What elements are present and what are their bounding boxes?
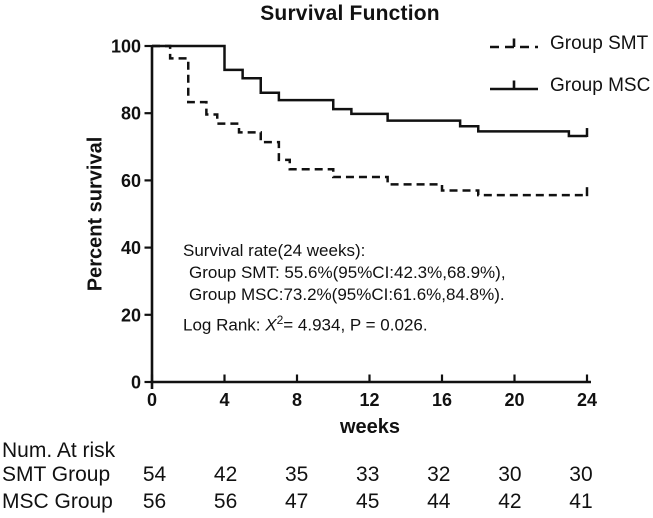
at-risk-value-msc-week0: 56 — [142, 490, 167, 513]
annotation-msc-rate: Group MSC:73.2%(95%CI:61.6%,84.8%). — [189, 285, 505, 304]
legend-item-smt: Group SMT — [489, 33, 650, 55]
at-risk-value-smt-week12: 33 — [356, 463, 380, 486]
y-tick-label: 20 — [121, 305, 141, 325]
at-risk-value-msc-week12: 45 — [356, 490, 380, 513]
at-risk-value-smt-week8: 35 — [284, 463, 309, 486]
at-risk-value-msc-week8: 47 — [284, 490, 309, 513]
logrank-rest: = 4.934, P = 0.026. — [283, 315, 428, 335]
curve-group-smt — [152, 44, 587, 197]
at-risk-header: Num. At risk — [2, 439, 116, 462]
annotation-survival-rate-title: Survival rate(24 weeks): — [183, 241, 366, 260]
at-risk-value-msc-week4: 56 — [213, 490, 238, 513]
legend-label-msc: Group MSC — [550, 75, 651, 96]
legend-item-msc: Group MSC — [489, 75, 650, 97]
annotation-logrank: Log Rank: X2= 4.934, P = 0.026. — [183, 309, 506, 337]
at-risk-value-msc-week20: 42 — [498, 490, 522, 513]
logrank-stat-exponent: 2 — [276, 313, 284, 327]
x-axis-label: weeks — [339, 416, 401, 438]
y-tick-label: 0 — [131, 373, 141, 393]
y-tick-label: 100 — [111, 37, 141, 57]
at-risk-row-label-smt: SMT Group — [2, 463, 111, 486]
y-tick-label: 60 — [121, 171, 141, 191]
x-tick-label: 0 — [147, 390, 157, 410]
at-risk-value-msc-week16: 44 — [427, 490, 451, 513]
annotation-smt-rate: Group SMT: 55.6%(95%CI:42.3%,68.9%), — [189, 263, 506, 282]
at-risk-value-smt-week0: 54 — [142, 463, 167, 486]
x-tick-label: 12 — [359, 390, 379, 410]
y-tick-label: 80 — [121, 104, 141, 124]
solid-line-symbol — [490, 80, 538, 91]
x-tick-label: 8 — [292, 390, 302, 410]
x-tick-label: 4 — [219, 390, 229, 410]
at-risk-value-smt-week20: 30 — [498, 463, 522, 486]
x-tick-label: 16 — [432, 390, 452, 410]
x-tick-label: 20 — [504, 390, 524, 410]
logrank-stat-symbol: X — [265, 315, 277, 335]
chart-title: Survival Function — [260, 2, 440, 25]
at-risk-value-smt-week4: 42 — [213, 463, 238, 486]
stats-annotation: Survival rate(24 weeks): Group SMT: 55.6… — [183, 240, 506, 337]
at-risk-value-msc-week24: 41 — [569, 490, 593, 513]
dashed-line-symbol — [490, 38, 538, 49]
y-tick-label: 40 — [121, 238, 141, 258]
legend-label-smt: Group SMT — [550, 33, 649, 54]
at-risk-value-smt-week24: 30 — [569, 463, 593, 486]
curve-group-msc — [152, 44, 587, 138]
logrank-prefix: Log Rank: — [183, 315, 266, 335]
x-tick-label: 24 — [577, 390, 597, 410]
at-risk-row-label-msc: MSC Group — [2, 490, 113, 513]
at-risk-value-smt-week16: 32 — [427, 463, 451, 486]
legend: Group SMT Group MSC — [489, 33, 650, 97]
